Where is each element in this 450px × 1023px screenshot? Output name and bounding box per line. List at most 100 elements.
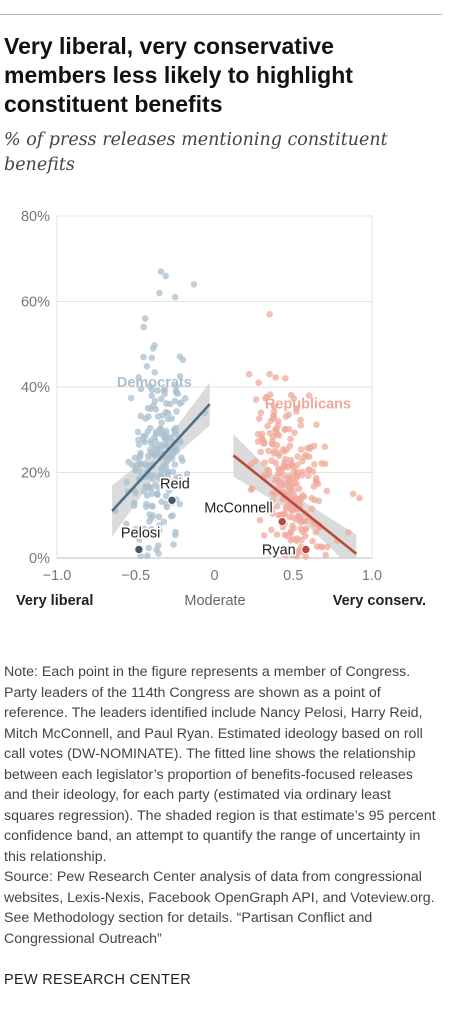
data-point-democrats xyxy=(144,462,152,470)
data-point-democrats xyxy=(135,533,143,540)
data-point-democrats xyxy=(151,443,158,450)
data-point-democrats xyxy=(169,512,176,519)
data-point-republicans xyxy=(270,403,278,410)
data-point-democrats xyxy=(171,397,179,405)
data-point-democrats xyxy=(170,541,177,548)
chart-title: Very liberal, very conservative members … xyxy=(4,33,353,117)
source-text: Source: Pew Research Center analysis of … xyxy=(4,869,435,947)
data-point-democrats xyxy=(152,406,160,413)
data-point-democrats xyxy=(135,374,143,381)
data-point-democrats xyxy=(166,478,173,485)
data-point-republicans xyxy=(261,459,268,467)
data-point-republicans xyxy=(315,497,323,505)
data-point-democrats xyxy=(140,323,147,331)
data-point-republicans xyxy=(287,537,295,544)
data-point-democrats xyxy=(162,463,170,471)
data-point-democrats xyxy=(158,468,165,475)
data-point-democrats xyxy=(171,461,179,468)
data-point-democrats xyxy=(162,272,169,280)
chart-subtitle: % of press releases mentioning constitue… xyxy=(4,130,388,175)
data-point-republicans xyxy=(274,503,281,510)
data-point-democrats xyxy=(134,428,142,436)
data-point-democrats xyxy=(164,415,172,423)
data-point-republicans xyxy=(293,461,301,469)
data-point-democrats xyxy=(170,483,177,491)
x-tick-label: −1.0 xyxy=(43,568,72,584)
data-point-democrats xyxy=(147,437,155,444)
data-point-democrats xyxy=(155,513,163,521)
data-point-republicans xyxy=(291,429,298,437)
data-point-republicans xyxy=(266,370,273,378)
data-point-republicans xyxy=(299,468,306,476)
data-point-democrats xyxy=(156,441,164,448)
data-point-republicans xyxy=(286,479,293,487)
data-point-democrats xyxy=(176,373,184,380)
data-point-democrats xyxy=(190,281,198,288)
data-point-democrats xyxy=(154,491,161,498)
data-point-democrats xyxy=(163,453,170,461)
data-point-democrats xyxy=(135,441,143,448)
data-point-republicans xyxy=(252,457,259,465)
data-point-democrats xyxy=(158,498,165,506)
x-tick-label: 1.0 xyxy=(362,568,382,584)
data-point-republicans xyxy=(294,514,302,521)
data-point-democrats xyxy=(163,503,171,511)
data-point-republicans xyxy=(297,525,305,532)
data-point-democrats xyxy=(141,438,149,446)
data-point-democrats xyxy=(153,449,161,456)
data-point-republicans xyxy=(305,466,313,474)
data-point-democrats xyxy=(146,383,154,390)
data-point-republicans xyxy=(279,446,287,453)
scatter-chart: 0% 20% 40% 60% 80% −1.0 −0.5 0 0.5 1.0 Very libera… xyxy=(16,209,426,609)
data-point-democrats xyxy=(156,476,163,483)
data-point-democrats xyxy=(172,424,179,432)
data-point-republicans xyxy=(305,472,312,480)
data-point-republicans xyxy=(257,409,265,416)
data-point-democrats xyxy=(137,412,144,420)
data-point-democrats xyxy=(159,412,167,419)
data-point-republicans xyxy=(268,526,275,534)
data-point-democrats xyxy=(140,432,147,440)
data-point-democrats xyxy=(173,408,180,415)
data-point-republicans xyxy=(273,431,280,438)
data-point-republicans xyxy=(270,415,277,422)
data-point-democrats xyxy=(123,520,130,528)
data-point-democrats xyxy=(162,492,170,500)
data-point-democrats xyxy=(166,400,174,408)
data-point-republicans xyxy=(293,474,300,481)
data-point-republicans xyxy=(248,485,256,492)
data-point-democrats xyxy=(149,471,156,479)
data-point-democrats xyxy=(151,397,159,405)
fit-line-democrats xyxy=(111,403,211,512)
top-rule xyxy=(0,14,442,15)
data-point-republicans xyxy=(321,460,329,468)
data-point-republicans xyxy=(302,525,310,533)
leader-label-mcconnell: McConnell xyxy=(204,501,273,517)
data-point-republicans xyxy=(276,466,284,473)
data-point-republicans xyxy=(260,472,268,479)
data-point-republicans xyxy=(272,459,280,467)
data-point-democrats xyxy=(158,419,165,426)
leader-label-reid: Reid xyxy=(160,476,190,492)
grid-layer: 0% 20% 40% 60% 80% −1.0 −0.5 0 0.5 1.0 Very libera… xyxy=(16,209,426,609)
data-point-republicans xyxy=(269,497,277,504)
data-point-democrats xyxy=(153,430,160,437)
data-point-democrats xyxy=(132,489,139,497)
data-point-democrats xyxy=(143,500,150,508)
data-point-democrats xyxy=(173,474,180,481)
data-point-republicans xyxy=(288,391,295,399)
x-tick-label: 0 xyxy=(210,568,218,584)
data-point-democrats xyxy=(156,289,163,297)
data-point-democrats xyxy=(144,552,151,559)
data-point-republicans xyxy=(254,430,262,438)
data-point-democrats xyxy=(176,500,184,508)
data-point-republicans xyxy=(252,396,260,403)
x-anchor-label: Very conserv. xyxy=(333,593,426,609)
data-point-democrats xyxy=(143,362,151,370)
data-point-republicans xyxy=(264,422,271,430)
data-point-democrats xyxy=(164,410,172,417)
data-point-democrats xyxy=(157,425,165,433)
data-point-republicans xyxy=(306,445,314,452)
data-point-republicans xyxy=(274,417,282,425)
confidence-band-republicans xyxy=(233,434,357,558)
